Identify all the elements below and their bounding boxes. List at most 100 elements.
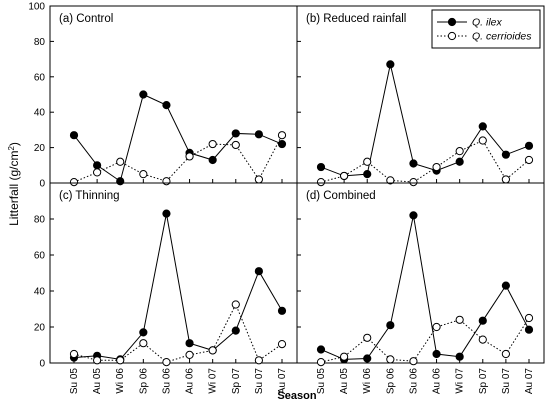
legend-marker: [447, 31, 457, 41]
x-tick-label: Au 07: [277, 368, 288, 395]
x-tick-label: Sp 07: [231, 368, 242, 395]
y-tick-label: 60: [34, 251, 46, 262]
data-point-q-cerrioides: [340, 352, 349, 361]
y-tick-label: 0: [39, 179, 45, 190]
series-line-q-cerrioides: [320, 317, 530, 363]
panel-frame: [296, 182, 545, 364]
data-point-q-cerrioides: [363, 157, 372, 166]
data-point-q-cerrioides: [455, 315, 464, 324]
data-point-q-ilex: [277, 139, 287, 149]
data-point-q-cerrioides: [185, 350, 194, 359]
data-point-q-cerrioides: [277, 340, 287, 349]
data-point-q-cerrioides: [93, 168, 102, 177]
panel-label: (c) Thinning: [59, 190, 120, 202]
legend-label: Q. cerrioides: [472, 31, 532, 43]
data-point-q-cerrioides: [208, 139, 217, 149]
series-line-q-ilex: [73, 93, 283, 183]
y-tick-label: 20: [34, 143, 46, 154]
series-line-q-cerrioides: [73, 134, 283, 183]
data-point-q-cerrioides: [162, 177, 171, 186]
data-point-q-ilex: [386, 60, 395, 69]
data-point-q-ilex: [478, 122, 487, 131]
data-point-q-ilex: [69, 131, 79, 140]
legend-marker: [447, 17, 457, 27]
data-point-q-ilex: [524, 141, 534, 150]
y-axis-title: Litterfall (g/cm2): [7, 142, 21, 226]
data-point-q-cerrioides: [524, 313, 534, 323]
data-point-q-ilex: [316, 345, 326, 354]
x-tick-label: Su 06: [161, 368, 172, 395]
data-point-q-cerrioides: [69, 178, 79, 187]
y-tick-label: 80: [34, 215, 46, 226]
data-point-q-cerrioides: [139, 170, 148, 179]
data-point-q-cerrioides: [501, 349, 510, 359]
data-point-q-ilex: [478, 316, 487, 325]
data-point-q-ilex: [316, 162, 326, 172]
panel-label: (d) Combined: [306, 190, 376, 202]
data-point-q-cerrioides: [208, 346, 217, 355]
data-point-q-cerrioides: [432, 322, 441, 332]
data-point-q-ilex: [231, 326, 240, 335]
x-tick-label: Wi 06: [362, 368, 373, 394]
data-point-q-ilex: [501, 150, 510, 159]
series-line-q-cerrioides: [320, 139, 530, 183]
y-tick-label: 20: [34, 323, 46, 334]
panel-label: (a) Control: [59, 13, 113, 25]
data-point-q-cerrioides: [409, 178, 418, 187]
data-point-q-ilex: [254, 267, 263, 276]
legend: Q. ilex Q. cerrioides: [431, 9, 541, 49]
y-tick-label: 100: [28, 2, 45, 13]
x-tick-label: Au 06: [432, 368, 443, 395]
data-point-q-cerrioides: [386, 355, 395, 364]
data-point-q-cerrioides: [231, 140, 240, 150]
data-point-q-ilex: [386, 321, 395, 330]
data-point-q-ilex: [363, 170, 372, 179]
data-point-q-cerrioides: [363, 333, 372, 342]
panel-0: 0 20 40 60 80 100 (a) Control: [28, 2, 298, 190]
x-axis-title: Season: [277, 390, 316, 402]
y-tick-label: 40: [34, 108, 46, 119]
y-tick-label: 0: [39, 359, 45, 370]
data-point-q-cerrioides: [231, 300, 240, 309]
panel-2: 0 20 40 60 80 (c) Thinning: [34, 182, 298, 370]
x-tick-label: Au 06: [185, 368, 196, 395]
data-point-q-ilex: [455, 352, 464, 361]
data-point-q-cerrioides: [93, 356, 102, 365]
data-point-q-ilex: [93, 161, 102, 170]
data-point-q-cerrioides: [455, 147, 464, 156]
data-point-q-cerrioides: [478, 335, 487, 344]
data-point-q-cerrioides: [386, 176, 395, 185]
data-point-q-cerrioides: [69, 349, 79, 359]
data-point-q-cerrioides: [185, 152, 194, 161]
panel-frame: [49, 5, 298, 184]
data-point-q-cerrioides: [316, 358, 326, 367]
series-line-q-ilex: [320, 64, 530, 177]
data-point-q-cerrioides: [277, 131, 287, 140]
data-point-q-cerrioides: [524, 155, 534, 165]
data-point-q-cerrioides: [139, 339, 148, 348]
data-point-q-ilex: [363, 354, 372, 363]
series-line-q-ilex: [73, 213, 283, 360]
data-point-q-ilex: [455, 157, 464, 166]
legend-box: [431, 9, 541, 49]
data-point-q-ilex: [254, 130, 263, 139]
data-point-q-cerrioides: [116, 157, 125, 166]
data-point-q-ilex: [409, 159, 418, 168]
y-tick-label: 40: [34, 287, 46, 298]
data-point-q-ilex: [277, 306, 287, 315]
series-line-q-cerrioides: [73, 303, 283, 363]
data-point-q-ilex: [162, 101, 171, 110]
data-point-q-cerrioides: [254, 175, 263, 184]
data-point-q-cerrioides: [116, 356, 125, 365]
data-point-q-ilex: [162, 209, 171, 218]
data-point-q-cerrioides: [432, 162, 441, 172]
x-tick-label: Sp 06: [138, 368, 149, 395]
data-point-q-cerrioides: [254, 356, 263, 365]
data-point-q-cerrioides: [162, 358, 171, 367]
data-point-q-ilex: [139, 90, 148, 99]
x-tick-label: Su 06: [408, 368, 419, 395]
x-tick-label: Wi 07: [208, 368, 219, 394]
x-tick-label: Au 07: [524, 368, 535, 395]
panel-3: (d) Combined: [296, 182, 545, 367]
